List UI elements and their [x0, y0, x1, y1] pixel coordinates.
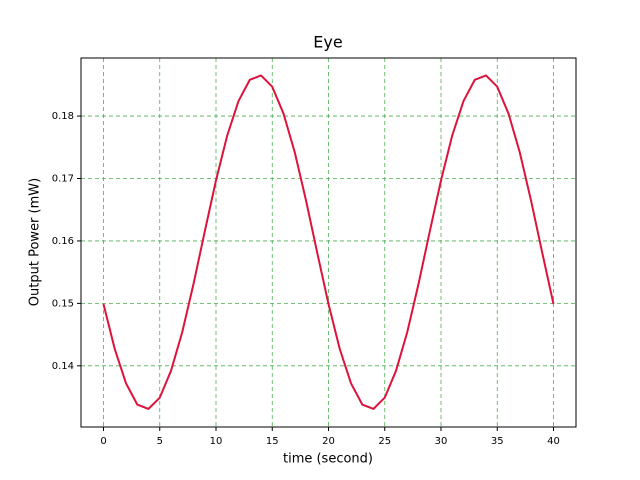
y-tick-label: 0.18	[52, 111, 74, 122]
y-tick-label: 0.17	[52, 174, 74, 185]
y-tick-label: 0.16	[52, 236, 74, 247]
x-tick-label: 40	[547, 436, 560, 447]
chart-title: Eye	[313, 33, 342, 52]
x-axis-label: time (second)	[283, 452, 373, 467]
x-tick-label: 30	[435, 436, 448, 447]
y-axis-label: Output Power (mW)	[28, 178, 43, 306]
x-tick-label: 10	[210, 436, 223, 447]
data-line	[102, 74, 555, 410]
x-tick-label: 5	[157, 436, 163, 447]
y-tick-label: 0.15	[52, 298, 74, 309]
x-tick-label: 35	[491, 436, 504, 447]
x-tick-label: 20	[322, 436, 335, 447]
y-tick-label: 0.14	[52, 361, 74, 372]
x-tick-label: 15	[266, 436, 279, 447]
x-tick-label: 0	[100, 436, 106, 447]
plot-area	[102, 74, 555, 410]
x-tick-label: 25	[378, 436, 391, 447]
